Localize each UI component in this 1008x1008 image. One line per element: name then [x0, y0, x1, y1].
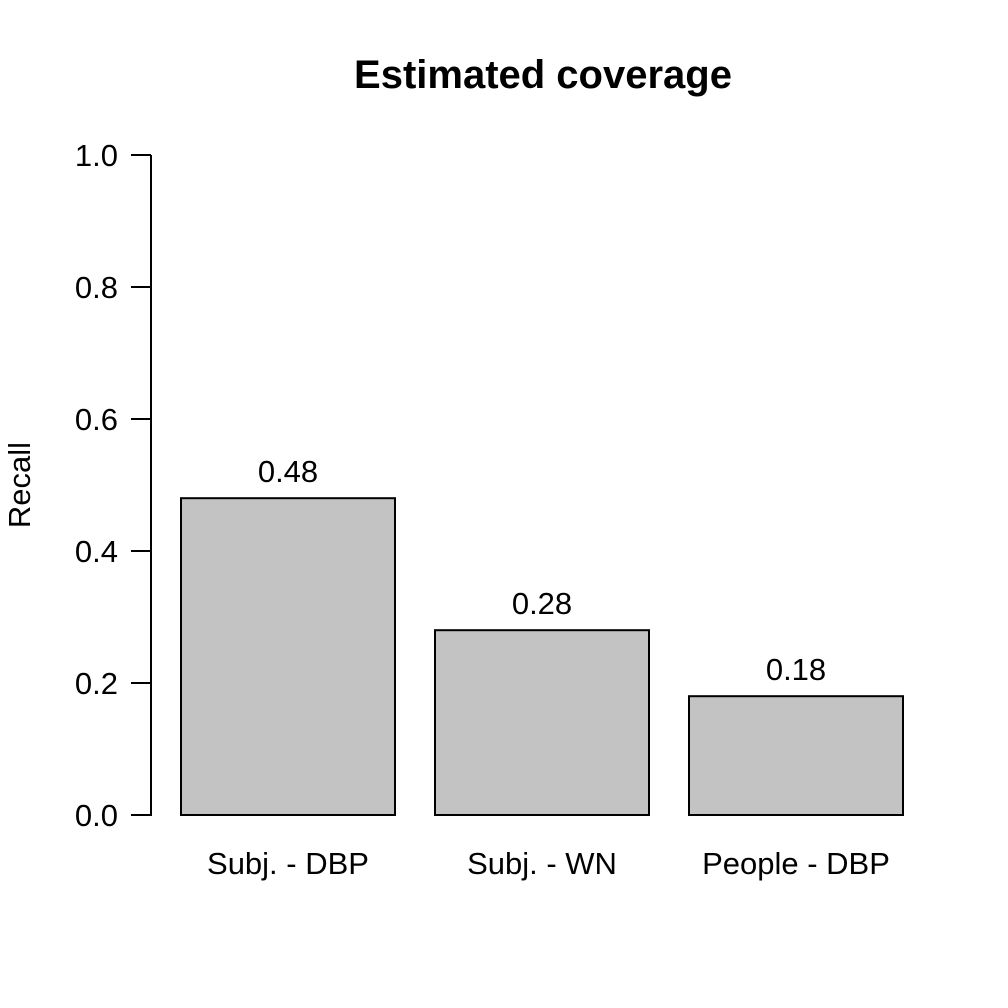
- chart-title: Estimated coverage: [354, 53, 732, 97]
- bar-2: [434, 629, 650, 817]
- bar-value-label: 0.18: [766, 652, 826, 687]
- bar-value-label: 0.48: [258, 454, 318, 489]
- y-tick-label: 0.6: [75, 402, 118, 437]
- y-axis: 0.0 0.2 0.4 0.6 0.8 1.0: [75, 138, 152, 833]
- x-category-label: Subj. - DBP: [207, 846, 369, 881]
- y-tick-label: 1.0: [75, 138, 118, 173]
- x-category-label: People - DBP: [702, 846, 890, 881]
- x-category-label: Subj. - WN: [467, 846, 617, 881]
- y-tick-label: 0.8: [75, 270, 118, 305]
- bar-3: [688, 695, 904, 817]
- x-axis-labels: Subj. - DBP Subj. - WN People - DBP: [207, 846, 890, 881]
- y-tick-label: 0.4: [75, 534, 118, 569]
- y-tick-label: 0.0: [75, 798, 118, 833]
- y-tick-label: 0.2: [75, 666, 118, 701]
- y-axis-label: Recall: [2, 442, 37, 528]
- bar-1: [180, 497, 396, 816]
- bars-group: 0.48 0.28 0.18: [180, 454, 904, 817]
- bar-value-label: 0.28: [512, 586, 572, 621]
